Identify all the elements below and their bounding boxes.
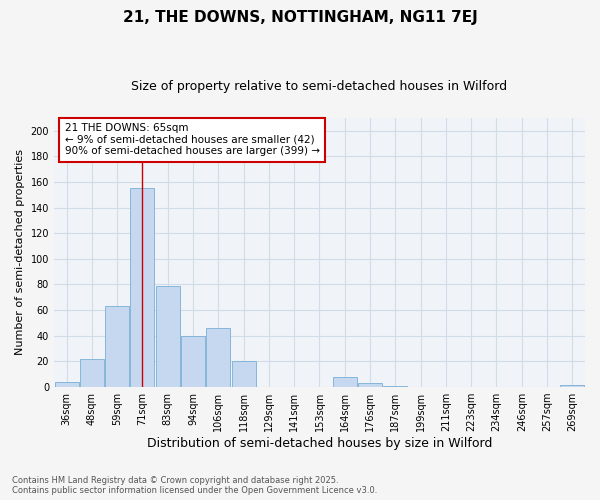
Bar [232,362,256,387]
Bar [181,336,205,387]
Text: Contains HM Land Registry data © Crown copyright and database right 2025.
Contai: Contains HM Land Registry data © Crown c… [12,476,377,495]
Bar [80,359,104,387]
Bar [156,286,180,387]
Bar [130,188,154,387]
Title: Size of property relative to semi-detached houses in Wilford: Size of property relative to semi-detach… [131,80,508,93]
Bar [55,382,79,387]
Bar [383,386,407,387]
Text: 21, THE DOWNS, NOTTINGHAM, NG11 7EJ: 21, THE DOWNS, NOTTINGHAM, NG11 7EJ [122,10,478,25]
Text: 21 THE DOWNS: 65sqm
← 9% of semi-detached houses are smaller (42)
90% of semi-de: 21 THE DOWNS: 65sqm ← 9% of semi-detache… [65,123,320,156]
Y-axis label: Number of semi-detached properties: Number of semi-detached properties [15,150,25,356]
Bar [358,383,382,387]
Bar [105,306,129,387]
Bar [333,377,357,387]
Bar [206,328,230,387]
X-axis label: Distribution of semi-detached houses by size in Wilford: Distribution of semi-detached houses by … [147,437,492,450]
Bar [560,384,584,387]
